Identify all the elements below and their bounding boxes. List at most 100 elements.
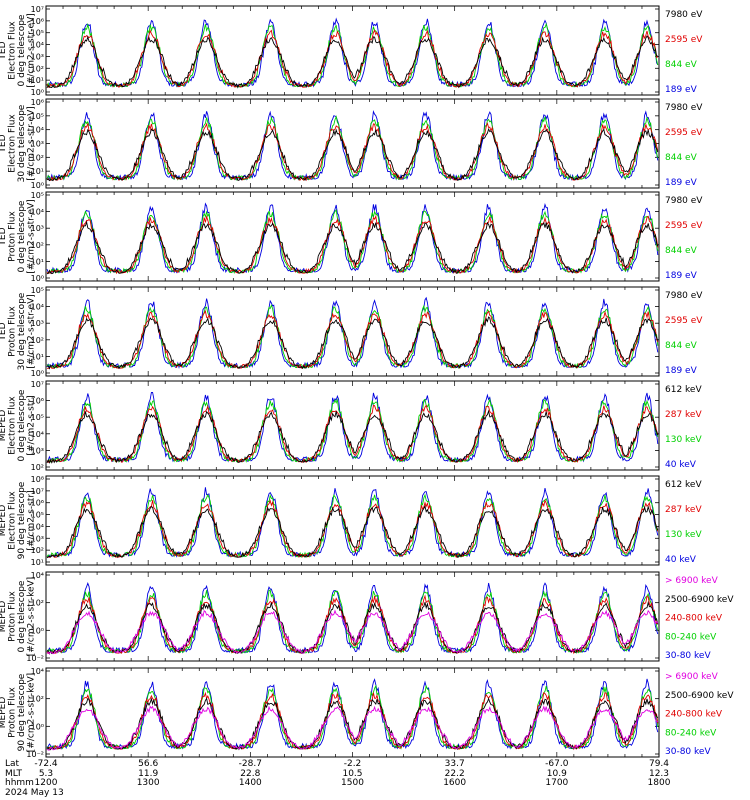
x-tick-label: -28.7 — [239, 759, 262, 769]
panel-ylabel: TEDProton Flux0 deg telescope[#/cm2-s-st… — [0, 199, 37, 274]
ylabel-line: MEPED — [0, 601, 8, 633]
x-tick-label: -2.2 — [344, 759, 362, 769]
legend-entry: 189 eV — [665, 366, 698, 376]
ylabel-line: MEPED — [0, 410, 8, 442]
y-tick-label: 10⁻² — [26, 654, 44, 663]
x-tick-label: 12.3 — [649, 769, 669, 779]
panels-layer: TEDElectron Flux0 deg telescope[#/cm2-s-… — [0, 5, 734, 759]
y-tick-label: 10⁷ — [31, 487, 44, 496]
y-tick-label: 10¹ — [31, 167, 44, 176]
legend-entry: 30-80 keV — [665, 651, 711, 661]
ylabel-line: Proton Flux — [8, 687, 18, 738]
series-line — [46, 404, 659, 464]
ylabel-line: TED — [0, 134, 8, 153]
date-label: 2024 May 13 — [5, 788, 64, 798]
legend-entry: > 6900 keV — [665, 672, 719, 682]
y-tick-label: 10³ — [31, 446, 44, 455]
panel-ylabel: MEPEDProton Flux0 deg telescope[#/cm2-s-… — [0, 577, 37, 656]
series-line — [47, 582, 659, 654]
y-tick-label: 10¹ — [31, 352, 44, 361]
panel-5: MEPEDElectron Flux0 deg telescope[#/cm2-… — [0, 380, 702, 472]
y-tick-label: 10² — [31, 463, 44, 472]
x-tick-label: 22.2 — [445, 769, 465, 779]
legend-entry: 2595 eV — [665, 35, 703, 45]
series-line — [47, 487, 659, 558]
ylabel-line: TED — [0, 227, 8, 246]
ylabel-line: TED — [0, 41, 8, 60]
ylabel-line: [#/cm2-s-str-eV] — [27, 106, 37, 181]
x-tick-label: 10.5 — [342, 769, 362, 779]
x-tick-label: 11.9 — [138, 769, 158, 779]
legend-entry: 844 eV — [665, 60, 698, 70]
legend-entry: 2500-6900 keV — [665, 691, 734, 701]
ylabel-line: 0 deg telescope — [17, 14, 27, 86]
legend-entry: 844 eV — [665, 341, 698, 351]
ylabel-line: 0 deg telescope — [17, 389, 27, 461]
panel-3: TEDProton Flux0 deg telescope[#/cm2-s-st… — [0, 191, 703, 283]
x-tick-label: 1300 — [137, 778, 160, 788]
x-tick-label: 1400 — [239, 778, 262, 788]
ylabel-line: 0 deg telescope — [17, 580, 27, 652]
y-tick-label: 10¹ — [31, 76, 44, 85]
ylabel-line: Electron Flux — [8, 491, 18, 550]
y-tick-label: 10⁻² — [26, 750, 44, 759]
legend-entry: 40 keV — [665, 555, 697, 565]
panel-1: TEDElectron Flux0 deg telescope[#/cm2-s-… — [0, 5, 703, 97]
y-tick-label: 10¹ — [31, 558, 44, 567]
y-tick-label: 10⁰ — [31, 722, 44, 731]
ylabel-line: [#/cm2-s-str] — [27, 490, 37, 550]
y-tick-label: 10⁵ — [31, 29, 44, 38]
panel-4: TEDProton Flux30 deg telescope[#/cm2-s-s… — [0, 286, 703, 378]
x-tick-label: 1700 — [545, 778, 568, 788]
panel-ylabel: MEPEDElectron Flux90 deg telescope[#/cm2… — [0, 481, 37, 559]
ylabel-line: MEPED — [0, 505, 8, 537]
series-line — [46, 499, 659, 559]
legend-entry: 189 eV — [665, 85, 698, 95]
ylabel-line: [#/cm2-s-str-eV] — [27, 199, 37, 274]
series-line — [46, 17, 659, 88]
panel-ylabel: MEPEDElectron Flux0 deg telescope[#/cm2-… — [0, 389, 37, 461]
x-tick-label: 22.8 — [240, 769, 260, 779]
x-row-label: Lat — [5, 759, 20, 769]
legend-entry: 80-240 keV — [665, 632, 717, 642]
y-tick-label: 10⁵ — [31, 112, 44, 121]
ylabel-line: Proton Flux — [8, 591, 18, 642]
y-tick-label: 10² — [31, 336, 44, 345]
y-tick-label: 10⁴ — [31, 667, 44, 676]
series-line — [46, 214, 659, 275]
y-tick-label: 10⁰ — [31, 626, 44, 635]
ylabel-line: [#/cm2-s-str-keV] — [27, 577, 37, 656]
y-tick-label: 10⁰ — [31, 274, 44, 283]
ylabel-line: MEPED — [0, 697, 8, 729]
y-tick-label: 10⁵ — [31, 286, 44, 295]
x-tick-label: 1600 — [443, 778, 466, 788]
y-tick-label: 10⁵ — [31, 191, 44, 200]
y-tick-label: 10³ — [31, 52, 44, 61]
x-tick-label: 56.6 — [138, 759, 158, 769]
ylabel-line: [#/cm2-s-str] — [27, 395, 37, 455]
ylabel-line: [#/cm2-s-str-eV] — [27, 294, 37, 369]
legend-entry: 2595 eV — [665, 316, 703, 326]
y-tick-label: 10⁰ — [31, 181, 44, 190]
ylabel-line: [#/cm2-s-str-keV] — [27, 673, 37, 752]
series-line — [46, 397, 659, 463]
panel-8: MEPEDProton Flux90 deg telescope[#/cm2-s… — [0, 667, 734, 759]
panel-6: MEPEDElectron Flux90 deg telescope[#/cm2… — [0, 475, 702, 567]
ylabel-line: 30 deg telescope — [17, 292, 27, 370]
y-tick-label: 10⁵ — [31, 413, 44, 422]
y-tick-label: 10⁴ — [31, 522, 44, 531]
legend-entry: 240-800 keV — [665, 614, 723, 624]
y-tick-label: 10² — [31, 599, 44, 608]
x-axis-annotations: Lat -72.4 56.6 -28.7 -2.2 33.7 -67.0 79.4 MLT 5.3… — [5, 759, 671, 798]
legend-entry: 844 eV — [665, 246, 698, 256]
series-line — [46, 296, 659, 370]
x-row-label: MLT — [5, 769, 23, 779]
panel-ylabel: TEDElectron Flux30 deg telescope[#/cm2-s… — [0, 104, 37, 182]
x-tick-label: 1500 — [341, 778, 364, 788]
series-line — [46, 504, 659, 559]
series-line — [46, 35, 658, 89]
legend-entry: 2595 eV — [665, 128, 703, 138]
series-line — [46, 29, 658, 89]
ylabel-line: TED — [0, 322, 8, 341]
